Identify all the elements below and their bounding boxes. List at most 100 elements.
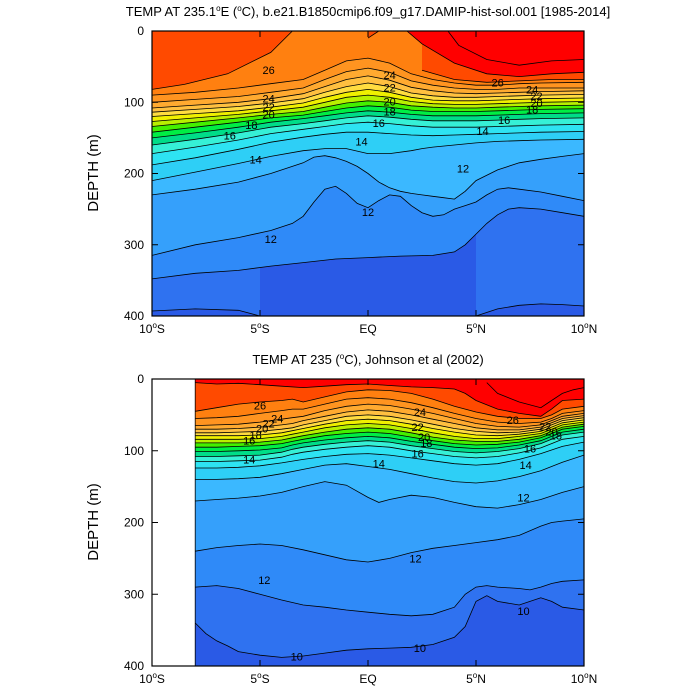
contour-label: 20 <box>418 432 430 444</box>
contour-line-23 <box>152 75 584 109</box>
contour-line-16 <box>152 115 584 146</box>
contour-label: 18 <box>250 430 262 442</box>
top-axis-ticks: 10oS 5oS EQ 5oN 10oN 0 100 200 300 400 <box>124 24 597 336</box>
top-contour-labels: 26 24222018161424222018161412121226242220… <box>224 65 543 246</box>
contour-label: 10 <box>517 606 529 618</box>
contour-line-23 <box>195 409 584 431</box>
contour-label: 16 <box>224 131 236 143</box>
contour-line-17 <box>195 428 584 452</box>
contour-line-14 <box>195 441 584 469</box>
contour-label: 16 <box>524 444 536 456</box>
bottom-contour-lines <box>194 379 584 666</box>
contour-label: 12 <box>517 492 529 504</box>
contour-label: 14 <box>520 460 532 472</box>
contour-label: 22 <box>539 421 551 433</box>
contour-line-17 <box>152 110 584 139</box>
contour-label: 24 <box>526 84 538 96</box>
x-tick-label: 5oN <box>466 671 486 686</box>
contour-label: 16 <box>412 449 424 461</box>
contour-label: 18 <box>550 431 562 443</box>
contour-label: 16 <box>498 115 510 127</box>
contour-line-25 <box>152 57 584 96</box>
contour-label: 14 <box>250 154 262 166</box>
contour-line-22 <box>195 414 584 434</box>
contour-label: 12 <box>265 234 277 246</box>
contour-line-28 <box>486 382 584 409</box>
top-filled-contours <box>152 31 584 316</box>
contour-label: 24 <box>383 70 395 82</box>
contour-label: 20 <box>530 98 542 110</box>
contour-label: 16 <box>243 436 255 448</box>
x-tick-label: 10oN <box>571 321 597 336</box>
contour-label: 12 <box>409 553 421 565</box>
y-tick-label: 400 <box>124 659 144 673</box>
contour-label: 20 <box>263 109 275 121</box>
contour-line-26 <box>152 31 293 90</box>
contour-label: 26 <box>507 415 519 427</box>
contour-line-16 <box>195 431 584 457</box>
contour-line-27 <box>406 31 584 78</box>
contour-label: 16 <box>373 118 385 130</box>
contour-line-21 <box>195 418 584 437</box>
y-tick-label: 400 <box>124 309 144 323</box>
contour-line-20 <box>152 94 584 122</box>
contour-line-11 <box>195 518 584 563</box>
contour-label: 22 <box>530 91 542 103</box>
bottom-filled-contours <box>152 379 584 666</box>
top-y-axis-label: DEPTH (m) <box>85 134 102 212</box>
y-tick-label: 100 <box>124 444 144 458</box>
y-tick-label: 200 <box>124 167 144 181</box>
contour-line-21 <box>152 88 584 117</box>
contour-line-24 <box>152 67 584 103</box>
contour-line-18 <box>152 105 584 133</box>
top-contour-lines <box>152 31 584 316</box>
contour-label: 18 <box>383 107 395 119</box>
contour-line-9 <box>475 303 584 316</box>
x-tick-label: EQ <box>359 322 376 336</box>
contour-line-26 <box>195 389 584 419</box>
contour-label: 14 <box>476 126 488 138</box>
contour-label: 22 <box>263 418 275 430</box>
contour-label: 18 <box>420 438 432 450</box>
contour-label: 20 <box>383 97 395 109</box>
x-tick-label: EQ <box>359 672 376 686</box>
missing-data-area <box>152 379 196 666</box>
y-tick-label: 0 <box>137 372 144 386</box>
contour-line-9 <box>194 595 584 658</box>
x-tick-label: 5oN <box>466 321 486 336</box>
contour-line-10 <box>152 207 584 280</box>
top-panel: TEMP AT 235.1oE (oC), b.e21.B1850cmip6.f… <box>85 4 610 336</box>
contour-label: 14 <box>355 136 367 148</box>
contour-line-22 <box>152 82 584 113</box>
y-tick-label: 300 <box>124 587 144 601</box>
y-tick-label: 200 <box>124 516 144 530</box>
y-tick-label: 100 <box>124 95 144 109</box>
contour-label: 26 <box>254 401 266 413</box>
contour-line-18 <box>195 426 584 448</box>
top-panel-title: TEMP AT 235.1oE (oC), b.e21.B1850cmip6.f… <box>126 4 610 19</box>
contour-line-26 <box>367 31 380 39</box>
x-tick-label: 10oS <box>139 321 165 336</box>
contour-label: 24 <box>271 413 283 425</box>
contour-line-12 <box>152 153 584 200</box>
bottom-panel-title: TEMP AT 235 (oC), Johnson et al (2002) <box>252 352 483 367</box>
contour-line-13 <box>195 454 584 484</box>
contour-label: 18 <box>245 120 257 132</box>
contour-label: 18 <box>526 104 538 116</box>
contour-line-12 <box>195 481 584 509</box>
contour-fill-26 <box>152 31 293 90</box>
x-tick-label: 10oS <box>139 671 165 686</box>
contour-label: 12 <box>258 575 270 587</box>
contour-line-14 <box>152 131 584 166</box>
contour-label: 12 <box>457 164 469 176</box>
contour-line-28 <box>447 31 584 66</box>
contour-line-19 <box>152 100 584 127</box>
contour-label: 14 <box>373 459 385 471</box>
x-tick-label: 10oN <box>571 671 597 686</box>
y-tick-label: 300 <box>124 238 144 252</box>
contour-label: 10 <box>291 652 303 664</box>
contour-line-9 <box>152 308 261 316</box>
contour-label: 20 <box>545 426 557 438</box>
contour-line-11 <box>152 185 584 256</box>
